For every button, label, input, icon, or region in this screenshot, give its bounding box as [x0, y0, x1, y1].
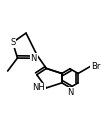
- Text: N: N: [31, 54, 37, 63]
- Text: NH: NH: [32, 83, 45, 92]
- Text: S: S: [10, 38, 15, 47]
- Text: N: N: [67, 88, 73, 97]
- Text: Br: Br: [91, 62, 100, 71]
- Text: N: N: [39, 83, 45, 92]
